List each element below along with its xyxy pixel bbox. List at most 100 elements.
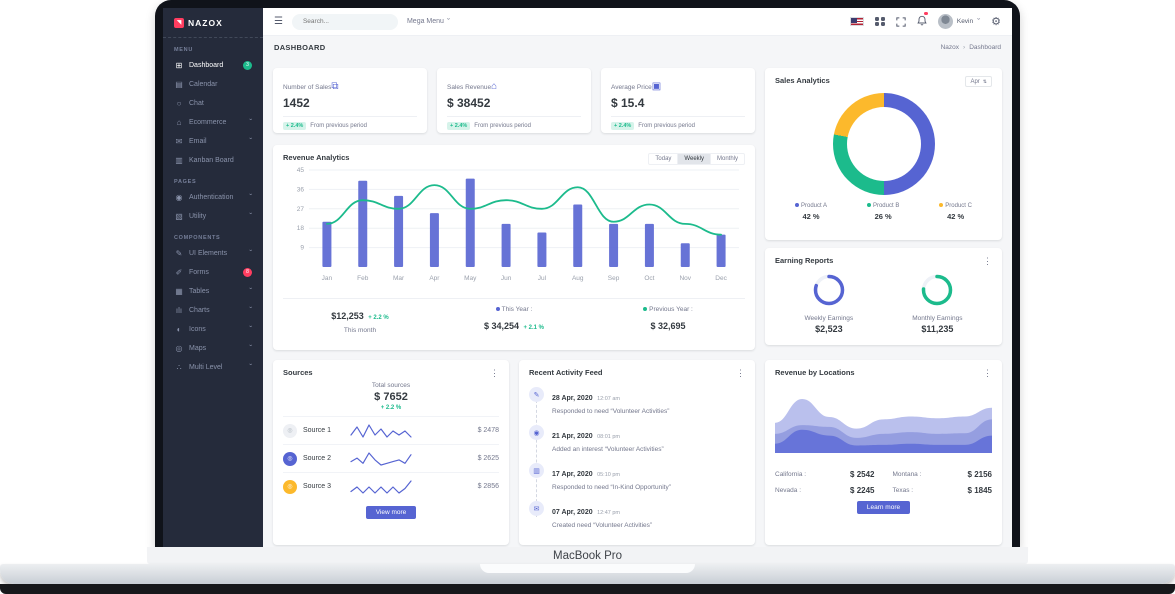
notification-dot [924,11,928,15]
legend-label: Product C [945,203,972,209]
icons-icon: ◐ [176,325,182,334]
locations-stats: California : $ 2542 Montana : $ 2156 Nevada … [775,470,992,495]
sidebar-item-kanban-board[interactable]: ▥ Kanban Board [163,151,263,170]
macbook-base [0,564,1175,584]
source-sparkline-chart [350,480,412,494]
breadcrumb-home[interactable]: Nazox [940,43,960,51]
svg-text:45: 45 [297,167,305,174]
sidebar-item-multi-level[interactable]: ∴ Multi Level ˇ [163,358,263,377]
tab-weekly[interactable]: Weekly [678,153,711,165]
sidebar-item-dashboard[interactable]: ⊞ Dashboard 3 [163,56,263,75]
breadcrumb: Nazox › Dashboard [941,44,1001,51]
language-flag-icon[interactable] [850,17,865,26]
svg-text:27: 27 [297,206,305,213]
sidebar-item-maps[interactable]: ◎ Maps ˇ [163,339,263,358]
main-pane: ☰ Mega Menu ˇ [263,8,1012,547]
settings-gear-icon[interactable]: ⚙ [991,16,1001,28]
fullscreen-icon[interactable] [896,16,906,27]
svg-text:Apr: Apr [429,275,440,282]
kebab-menu-icon[interactable]: ⋮ [490,368,499,378]
sidebar-badge: 3 [243,61,252,70]
svg-text:Aug: Aug [572,275,584,282]
chevron-down-icon: ˇ [977,16,981,27]
search-box[interactable] [291,13,398,30]
sidebar-section-pages: PAGES [174,179,197,185]
brand-logo[interactable]: ◥ NAZOX [163,8,263,38]
svg-text:36: 36 [297,186,305,193]
sidebar-item-authentication[interactable]: ◉ Authentication ˇ [163,188,263,207]
svg-text:Jun: Jun [501,275,512,282]
sidebar-item-utility[interactable]: ▧ Utility ˇ [163,207,263,226]
chevron-down-icon: ˇ [446,16,450,27]
chevron-down-icon: ˇ [249,362,252,372]
menu-toggle-icon[interactable]: ☰ [274,16,283,27]
activity-text: Created need “Volunteer Activities” [552,522,653,529]
sidebar-item-tables[interactable]: ▦ Tables ˇ [163,282,263,301]
tab-today[interactable]: Today [648,153,679,165]
stat-title: Number of Sales [283,84,332,91]
sidebar-menu: MENU ⊞ Dashboard 3 ▤ Calendar ○ Chat ⌂ Ecommerce ˇ… [163,38,263,377]
topbar: ☰ Mega Menu ˇ [263,8,1012,36]
stat-delta-badge: + 2.4% [283,122,307,130]
stat-note: From previous period [474,123,531,129]
sidebar-badge: 8 [243,268,252,277]
dashboard-icon: ⊞ [175,61,183,70]
learn-more-button[interactable]: Learn more [856,501,911,514]
sidebar-item-label: Calendar [189,81,218,88]
source-row-source-3[interactable]: ◎ Source 3 $ 2856 [283,472,499,500]
mega-menu-button[interactable]: Mega Menu ˇ [407,16,450,27]
activity-item: ✎ 28 Apr, 2020 12:07 am Responded to need … [529,387,745,415]
utility-icon: ▧ [175,212,183,221]
sidebar-item-calendar[interactable]: ▤ Calendar [163,75,263,94]
sidebar-item-chat[interactable]: ○ Chat [163,94,263,113]
sidebar-item-ecommerce[interactable]: ⌂ Ecommerce ˇ [163,113,263,132]
month-select[interactable]: Apr ⇅ [965,76,992,87]
chevron-down-icon: ˇ [249,192,252,202]
chevron-down-icon: ˇ [249,324,252,334]
chat-icon: ○ [176,99,182,108]
source-row-source-1[interactable]: ◎ Source 1 $ 2478 [283,416,499,444]
chart-icon: ▥ [529,463,544,478]
source-row-source-2[interactable]: ◎ Source 2 $ 2625 [283,444,499,472]
sidebar-item-email[interactable]: ✉ Email ˇ [163,132,263,151]
sidebar-item-ui-elements[interactable]: ✎ UI Elements ˇ [163,244,263,263]
select-arrows-icon: ⇅ [982,78,987,85]
view-more-button[interactable]: View more [365,506,417,519]
this-year-delta: + 2.1 % [523,325,544,331]
kebab-menu-icon[interactable]: ⋮ [736,368,745,378]
earning-label: Monthly Earnings [912,315,963,322]
kebab-menu-icon[interactable]: ⋮ [983,256,992,266]
svg-text:Jul: Jul [538,275,547,282]
maps-icon: ◎ [175,344,183,353]
brand-logo-icon: ◥ [174,17,184,28]
total-sources-delta: + 2.2 % [380,405,402,411]
sidebar-item-label: Charts [189,307,210,314]
this-year-value: $ 34,254 [483,321,520,331]
macbook-screen-frame: ◥ NAZOX MENU ⊞ Dashboard 3 ▤ Calendar ○ Chat ⌂ Ec… [155,0,1020,547]
user-menu[interactable]: Kevin ˇ [937,14,981,29]
location-stat-texas-: Texas : $ 1845 [893,486,993,495]
notifications-bell-icon[interactable] [917,11,928,31]
sidebar-item-forms[interactable]: ✐ Forms 8 [163,263,263,282]
sidebar-item-label: Dashboard [189,62,224,69]
kebab-menu-icon[interactable]: ⋮ [983,368,992,378]
search-input[interactable] [302,18,391,25]
svg-text:Oct: Oct [644,275,654,282]
tab-monthly[interactable]: Monthly [710,153,745,165]
apps-grid-icon[interactable] [875,16,885,27]
stat-value: $ 15.4 [611,96,645,110]
activity-item: ◉ 21 Apr, 2020 08:01 pm Added an interest … [529,425,745,453]
sidebar-item-charts[interactable]: ılı Charts ˇ [163,301,263,320]
sidebar-section-components: COMPONENTS [174,235,221,241]
source-name: Source 2 [303,455,332,462]
activity-text: Added an interest “Volunteer Activities” [552,446,664,453]
month-select-value: Apr [970,78,980,85]
sales-analytics-title: Sales Analytics [775,76,830,85]
sidebar-item-icons[interactable]: ◐ Icons ˇ [163,320,263,339]
stat-card-number-of-sales: Number of Sales⧉ 1452 + 2.4% From previous … [273,68,427,133]
revenue-locations-card: Revenue by Locations ⋮ California : $ 254… [765,360,1002,545]
chevron-down-icon: ˇ [249,136,252,146]
source-icon: ◎ [283,451,297,466]
stat-card-average-price: Average Price▣ $ 15.4 + 2.4% From previous … [601,68,755,133]
